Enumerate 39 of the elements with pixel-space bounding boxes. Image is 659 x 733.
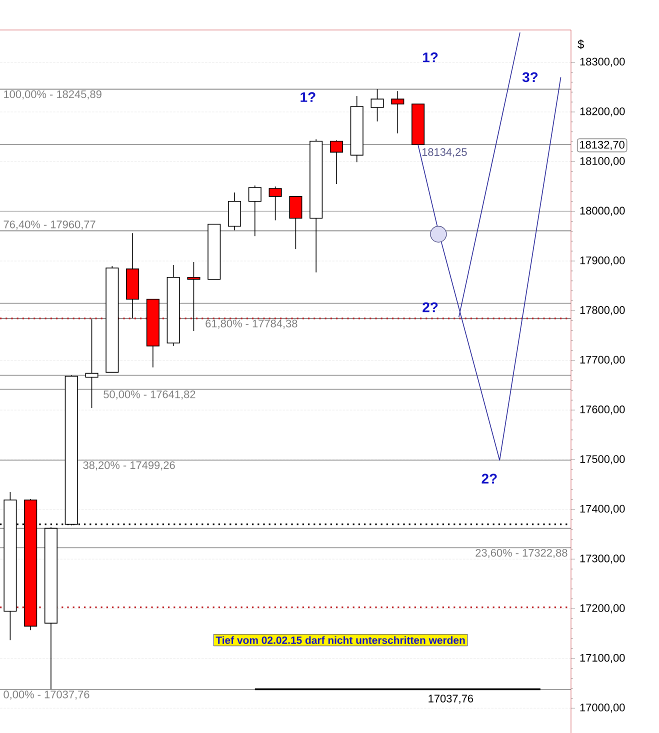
annotation: 2? <box>422 302 438 312</box>
annotation: 61,80% - 17784,38 <box>206 320 298 329</box>
text: 18132,70 <box>580 140 624 150</box>
candlestick <box>391 90 404 134</box>
annotation: 0,00% - 17037,76 <box>4 690 90 700</box>
candlestick <box>289 196 302 250</box>
candlestick <box>370 88 384 122</box>
candlestick <box>248 185 262 237</box>
annotation: 17037,76 <box>428 694 474 704</box>
y-tick-label: 17300,00 <box>580 554 625 564</box>
annotation: 1? <box>423 52 438 62</box>
candlestick <box>330 140 343 184</box>
annotation: Tief vom 02.02.15 darf nicht unterschritten werden <box>216 636 465 644</box>
annotation: 2? <box>482 474 497 484</box>
y-tick-label: 17800,00 <box>580 306 625 316</box>
y-tick-label: 17100,00 <box>580 654 625 663</box>
y-tick-label: 17900,00 <box>580 256 625 266</box>
annotation: 100,00% - 18245,89 <box>4 90 102 100</box>
y-tick-label: 18300,00 <box>580 58 625 67</box>
y-tick-label: 18100,00 <box>580 157 625 166</box>
y-tick-label: 17400,00 <box>580 504 625 514</box>
candlestick <box>85 318 98 408</box>
annotation: 3? <box>522 72 538 82</box>
annotation: 50,00% - 17641,82 <box>104 390 196 400</box>
annotation: 76,40% - 17960,77 <box>4 220 96 230</box>
annotation: 38,20% - 17499,26 <box>83 461 175 470</box>
y-tick-label: 17000,00 <box>580 704 625 713</box>
y-tick-label: 18000,00 <box>580 206 625 216</box>
y-tick-label: 18200,00 <box>580 107 625 116</box>
y-axis-title: $ <box>578 40 584 50</box>
annotation: 1? <box>300 92 316 102</box>
annotation: 18134,25 <box>422 148 467 158</box>
y-tick-label: 17200,00 <box>580 604 625 614</box>
candlestick <box>187 262 200 332</box>
y-tick-label: 17600,00 <box>580 406 625 415</box>
candlestick <box>268 186 282 221</box>
y-tick-label: 17700,00 <box>580 356 625 365</box>
y-tick-label: 17500,00 <box>580 455 625 464</box>
annotation: 23,60% - 17322,88 <box>476 548 568 558</box>
